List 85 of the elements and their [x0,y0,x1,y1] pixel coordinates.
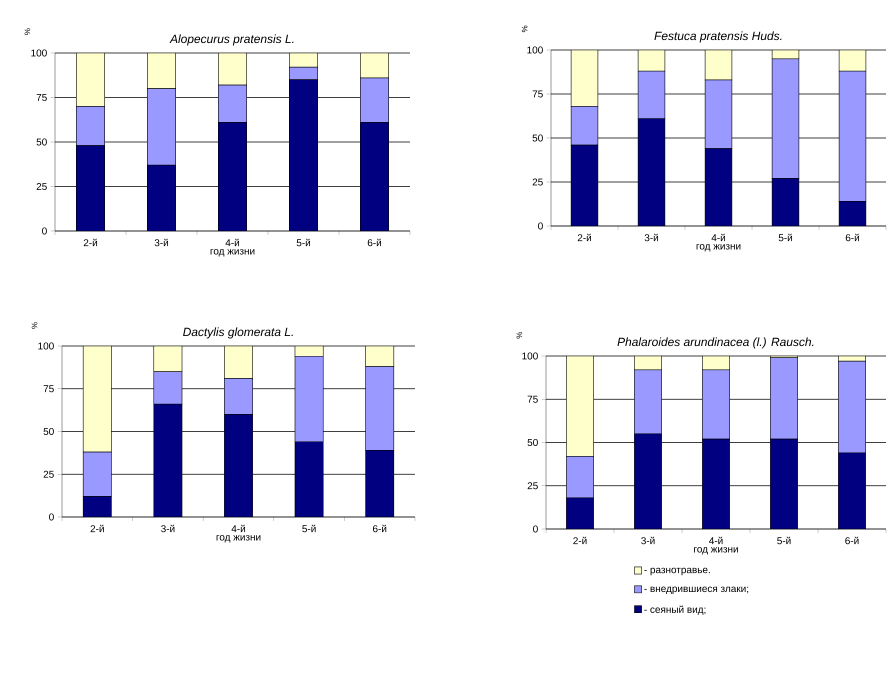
y-tick-label: 0 [533,525,538,533]
bar [147,165,176,231]
bar [838,452,866,529]
bar [153,346,182,372]
bar [772,178,799,226]
bar [365,346,394,367]
y-tick-label: 25 [44,470,54,478]
x-tick-label: 5-й [302,524,316,532]
x-tick-label: 4-й [709,536,723,544]
x-tick-label: 2-й [578,234,592,242]
x-tick-label: 6-й [846,234,860,242]
legend-label: - внедрившиеся злаки; [644,586,748,594]
x-tick-label: 4-й [232,524,246,532]
chart-title: Alopecurus pratensis L. [169,34,294,46]
y-tick-label: 0 [538,222,543,230]
bar [638,50,666,72]
bar [218,122,247,231]
bar [838,50,866,72]
y-tick-label: 50 [36,138,47,146]
bar [224,346,253,379]
bar [360,122,390,231]
y-tick-label: 25 [528,482,538,490]
x-tick-label: 3-й [161,524,174,532]
x-tick-label: 3-й [641,536,655,544]
bar [704,50,732,80]
bar [294,442,324,517]
x-tick-label: 3-й [644,234,658,242]
chart-title: Dactylis glomerata L. [183,327,293,338]
bar [770,439,798,529]
x-tick-label: 5-й [296,238,310,246]
x-axis-title: год жизни [696,244,740,252]
x-tick-label: 3-й [154,238,168,246]
bar [289,52,318,68]
x-tick-label: 6-й [845,536,859,544]
chart-title: Festuca pratensis Huds. [654,31,782,42]
legend-label: - разнотравье. [644,568,710,576]
x-tick-label: 2-й [90,524,104,532]
bar [566,498,594,529]
y-tick-label: 100 [522,352,538,360]
y-tick-label: 75 [36,94,47,101]
y-tick-label: 75 [528,396,538,403]
bar [838,201,866,226]
legend-label: - сеяный вид; [644,605,706,615]
bar [83,496,112,517]
bar [570,50,598,107]
y-tick-label: 100 [38,342,54,350]
bar [294,346,324,357]
x-tick-label: 2-й [84,238,98,246]
y-tick-label: 50 [528,438,538,446]
bar [634,434,662,529]
chart-title: Phalaroides arundinacea (l.) Rausch. [617,337,814,348]
y-tick-label: 0 [42,227,47,235]
x-tick-label: 6-й [372,524,386,532]
bar [147,52,176,89]
y-tick-label: 75 [532,90,543,98]
x-tick-label: 6-й [368,238,382,246]
bar [224,414,253,517]
y-tick-label: 25 [36,182,47,190]
y-tick-label: 50 [532,134,543,142]
x-axis-title: год жизни [216,535,260,542]
bar [365,450,394,517]
x-tick-label: 5-й [778,234,792,242]
bar [702,439,730,529]
x-tick-label: 5-й [777,536,791,544]
x-tick-label: 4-й [712,234,726,242]
bar [82,346,112,452]
bar [638,118,665,226]
y-tick-label: 75 [44,385,54,392]
x-tick-label: 2-й [573,536,587,544]
x-tick-label: 4-й [226,238,240,246]
bar [289,80,318,231]
y-tick-label: 25 [532,178,543,186]
bar [154,404,182,517]
bar [76,52,105,107]
bar [76,146,105,231]
y-tick-label: 100 [31,49,47,57]
bar [705,148,732,226]
bar [360,52,390,78]
bar [218,52,248,86]
bar [571,145,598,226]
y-tick-label: 0 [49,513,54,521]
x-axis-title: год жизни [210,249,254,256]
y-tick-label: 100 [527,46,543,54]
x-axis-title: год жизни [694,547,738,554]
y-tick-label: 50 [44,428,54,436]
